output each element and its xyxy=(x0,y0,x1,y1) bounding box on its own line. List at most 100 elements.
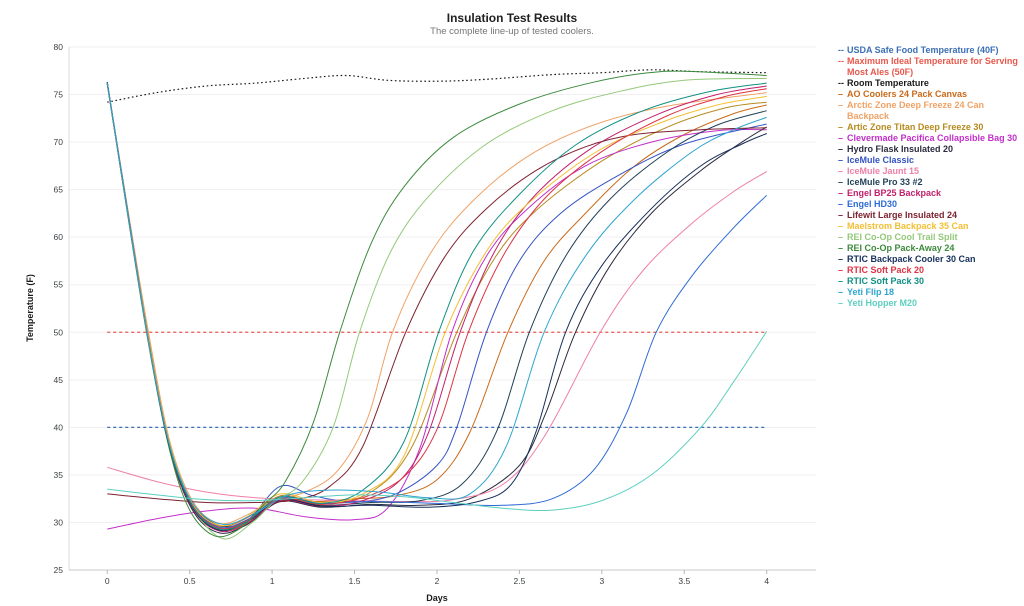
legend-line-swatch: -- xyxy=(838,78,844,88)
series-line-icemule-jaunt-15[interactable] xyxy=(107,171,767,503)
legend: -- USDA Safe Food Temperature (40F) -- Maxi… xyxy=(838,45,1020,309)
legend-item[interactable]: – Clevermade Pacifica Collapsible Bag 30 xyxy=(838,133,1020,144)
legend-label: REI Co-Op Pack-Away 24 xyxy=(847,243,955,253)
legend-item[interactable]: – Hydro Flask Insulated 20 xyxy=(838,144,1020,155)
legend-line-swatch: – xyxy=(838,243,844,253)
legend-item[interactable]: – IceMule Classic xyxy=(838,155,1020,166)
legend-item[interactable]: -- Room Temperature xyxy=(838,78,1020,89)
legend-line-swatch: – xyxy=(838,144,844,154)
series-line-maelstrom-backpack-35-can[interactable] xyxy=(106,83,767,527)
legend-line-swatch: – xyxy=(838,210,844,220)
legend-item[interactable]: – RTIC Backpack Cooler 30 Can xyxy=(838,254,1020,265)
legend-label: Lifewit Large Insulated 24 xyxy=(847,210,958,220)
x-tick-label: 3.5 xyxy=(678,576,690,586)
series-line-rei-co-op-cool-trail-split[interactable] xyxy=(106,77,767,540)
y-tick-label: 30 xyxy=(54,517,64,527)
y-tick-label: 40 xyxy=(54,422,64,432)
series-line-lifewit-large-insulated-24[interactable] xyxy=(107,127,767,504)
legend-label: RTIC Soft Pack 20 xyxy=(847,265,925,275)
legend-label: REI Co-Op Cool Trail Split xyxy=(847,232,958,242)
legend-line-swatch: – xyxy=(838,166,844,176)
legend-label: IceMule Classic xyxy=(847,155,915,165)
legend-item[interactable]: – IceMule Pro 33 #2 xyxy=(838,177,1020,188)
series-line-yeti-flip-18[interactable] xyxy=(106,83,767,526)
y-tick-label: 50 xyxy=(54,327,64,337)
legend-line-swatch: – xyxy=(838,133,844,143)
legend-item[interactable]: -- Maximum Ideal Temperature for Serving … xyxy=(838,56,1020,78)
legend-line-swatch: – xyxy=(838,155,844,165)
x-tick-label: 3 xyxy=(599,576,604,586)
series-line-rei-co-op-pack-away-24[interactable] xyxy=(106,70,767,538)
legend-item[interactable]: – Arctic Zone Deep Freeze 24 Can Backpack xyxy=(838,100,1020,122)
legend-line-swatch: – xyxy=(838,100,844,110)
series-line-clevermade-pacifica-collapsible-bag-30[interactable] xyxy=(107,128,767,530)
legend-item[interactable]: – Artic Zone Titan Deep Freeze 30 xyxy=(838,122,1020,133)
y-tick-label: 45 xyxy=(54,375,64,385)
series-line-rtic-backpack-cooler-30-can[interactable] xyxy=(106,82,767,532)
legend-item[interactable]: – AO Coolers 24 Pack Canvas xyxy=(838,89,1020,100)
legend-line-swatch: – xyxy=(838,265,844,275)
legend-item[interactable]: – Lifewit Large Insulated 24 xyxy=(838,210,1020,221)
legend-label: Engel BP25 Backpack xyxy=(847,188,942,198)
chart-subtitle: The complete line-up of tested coolers. xyxy=(430,26,594,37)
legend-line-swatch: – xyxy=(838,177,844,187)
chart-title: Insulation Test Results xyxy=(446,11,578,25)
y-tick-label: 80 xyxy=(54,42,64,52)
y-tick-label: 75 xyxy=(54,90,64,100)
legend-line-swatch: -- xyxy=(838,56,844,66)
x-tick-label: 4 xyxy=(764,576,769,586)
legend-item[interactable]: – Yeti Hopper M20 xyxy=(838,298,1020,309)
legend-label: Yeti Hopper M20 xyxy=(847,298,918,308)
legend-item[interactable]: – Maelstrom Backpack 35 Can xyxy=(838,221,1020,232)
legend-label: Maximum Ideal Temperature for Serving Mo… xyxy=(847,56,1018,77)
legend-label: Clevermade Pacifica Collapsible Bag 30 xyxy=(847,133,1018,143)
legend-line-swatch: – xyxy=(838,298,844,308)
legend-item[interactable]: -- USDA Safe Food Temperature (40F) xyxy=(838,45,1020,56)
legend-line-swatch: – xyxy=(838,232,844,242)
legend-line-swatch: – xyxy=(838,276,844,286)
legend-item[interactable]: – RTIC Soft Pack 30 xyxy=(838,276,1020,287)
legend-line-swatch: – xyxy=(838,287,844,297)
y-tick-label: 25 xyxy=(54,565,64,575)
legend-item[interactable]: – REI Co-Op Cool Trail Split xyxy=(838,232,1020,243)
series-line-icemule-classic[interactable] xyxy=(106,82,767,530)
legend-item[interactable]: – Yeti Flip 18 xyxy=(838,287,1020,298)
x-tick-label: 0.5 xyxy=(184,576,196,586)
legend-item[interactable]: – Engel HD30 xyxy=(838,199,1020,210)
x-tick-label: 2 xyxy=(435,576,440,586)
legend-line-swatch: -- xyxy=(838,45,844,55)
x-axis-label: Days xyxy=(426,593,448,603)
legend-line-swatch: – xyxy=(838,221,844,231)
legend-label: Room Temperature xyxy=(847,78,929,88)
y-tick-label: 65 xyxy=(54,185,64,195)
x-tick-label: 2.5 xyxy=(513,576,525,586)
y-tick-label: 70 xyxy=(54,137,64,147)
x-tick-label: 0 xyxy=(105,576,110,586)
legend-label: AO Coolers 24 Pack Canvas xyxy=(847,89,968,99)
legend-label: Maelstrom Backpack 35 Can xyxy=(847,221,969,231)
legend-item[interactable]: – RTIC Soft Pack 20 xyxy=(838,265,1020,276)
legend-line-swatch: – xyxy=(838,89,844,99)
y-tick-label: 35 xyxy=(54,470,64,480)
legend-label: RTIC Soft Pack 30 xyxy=(847,276,925,286)
x-tick-label: 1 xyxy=(270,576,275,586)
series-line-icemule-pro-33-2[interactable] xyxy=(106,83,767,528)
legend-label: RTIC Backpack Cooler 30 Can xyxy=(847,254,976,264)
y-tick-label: 60 xyxy=(54,232,64,242)
legend-line-swatch: – xyxy=(838,254,844,264)
legend-line-swatch: – xyxy=(838,199,844,209)
legend-line-swatch: – xyxy=(838,188,844,198)
series-line-arctic-zone-deep-freeze-24-can-backpack[interactable] xyxy=(106,83,767,525)
legend-label: Engel HD30 xyxy=(847,199,898,209)
legend-item[interactable]: – REI Co-Op Pack-Away 24 xyxy=(838,243,1020,254)
legend-label: Yeti Flip 18 xyxy=(847,287,895,297)
series-line-yeti-hopper-m20[interactable] xyxy=(107,331,768,512)
legend-label: Hydro Flask Insulated 20 xyxy=(847,144,954,154)
legend-item[interactable]: – Engel BP25 Backpack xyxy=(838,188,1020,199)
legend-label: IceMule Pro 33 #2 xyxy=(847,177,923,187)
legend-item[interactable]: – IceMule Jaunt 15 xyxy=(838,166,1020,177)
series-line-room-temperature[interactable] xyxy=(107,69,767,103)
y-tick-label: 55 xyxy=(54,280,64,290)
